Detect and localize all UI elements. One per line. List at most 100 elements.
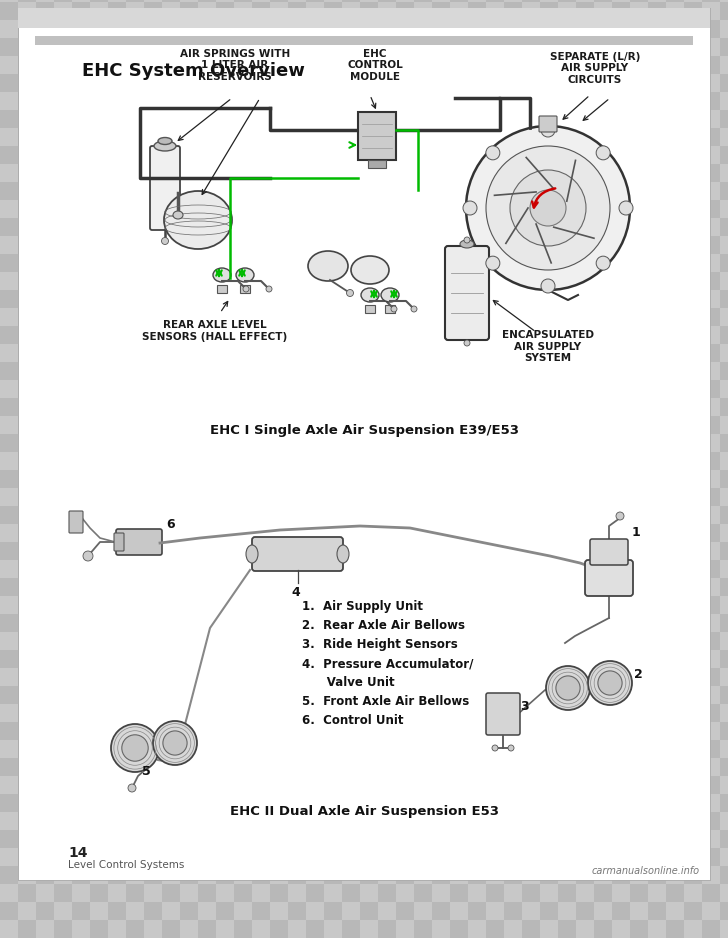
Bar	[306, 704, 324, 722]
Bar	[90, 344, 108, 362]
Bar	[72, 506, 90, 524]
Bar	[324, 722, 342, 740]
Bar	[252, 0, 270, 2]
Bar	[612, 866, 630, 884]
Bar	[576, 110, 594, 128]
Bar	[486, 578, 504, 596]
Bar	[612, 398, 630, 416]
Bar	[342, 524, 360, 542]
Bar	[0, 200, 18, 218]
Bar	[576, 452, 594, 470]
Bar	[270, 326, 288, 344]
Bar	[396, 398, 414, 416]
Bar	[144, 704, 162, 722]
Bar	[198, 362, 216, 380]
Bar	[54, 668, 72, 686]
Bar	[666, 740, 684, 758]
Bar	[288, 74, 306, 92]
Bar	[324, 470, 342, 488]
Bar	[270, 398, 288, 416]
Bar	[702, 722, 720, 740]
Bar	[540, 902, 558, 920]
Bar	[378, 902, 396, 920]
Bar	[576, 362, 594, 380]
Bar	[522, 704, 540, 722]
Bar	[180, 0, 198, 2]
Bar	[432, 344, 450, 362]
Circle shape	[598, 671, 622, 695]
Bar	[126, 434, 144, 452]
Bar	[630, 506, 648, 524]
Bar	[288, 56, 306, 74]
Bar	[414, 380, 432, 398]
Bar	[630, 920, 648, 938]
Bar	[450, 128, 468, 146]
Bar	[540, 164, 558, 182]
Bar	[522, 524, 540, 542]
Bar	[720, 452, 728, 470]
Bar	[180, 146, 198, 164]
Bar	[288, 740, 306, 758]
Bar	[414, 308, 432, 326]
Text: 2.  Rear Axle Air Bellows: 2. Rear Axle Air Bellows	[302, 619, 465, 632]
Bar	[468, 488, 486, 506]
Bar	[414, 344, 432, 362]
Bar	[360, 776, 378, 794]
Bar	[630, 596, 648, 614]
Bar	[558, 740, 576, 758]
Bar	[540, 398, 558, 416]
Bar	[108, 668, 126, 686]
Bar	[198, 902, 216, 920]
Bar	[54, 38, 72, 56]
Bar	[198, 146, 216, 164]
Bar	[648, 0, 666, 2]
Bar	[306, 452, 324, 470]
Bar	[180, 128, 198, 146]
Bar	[576, 308, 594, 326]
Bar	[288, 362, 306, 380]
Bar	[594, 506, 612, 524]
Bar	[234, 380, 252, 398]
Bar	[306, 416, 324, 434]
Bar	[594, 92, 612, 110]
Bar	[342, 884, 360, 902]
Bar	[108, 866, 126, 884]
Bar	[630, 740, 648, 758]
Bar	[630, 812, 648, 830]
Bar	[180, 326, 198, 344]
Bar	[216, 218, 234, 236]
Bar	[18, 2, 36, 20]
Bar	[252, 416, 270, 434]
Bar	[360, 56, 378, 74]
Bar	[18, 884, 36, 902]
Bar	[108, 20, 126, 38]
Bar	[468, 254, 486, 272]
Bar	[702, 578, 720, 596]
Bar	[90, 596, 108, 614]
Bar	[270, 110, 288, 128]
Bar	[666, 776, 684, 794]
Bar	[486, 0, 504, 2]
Bar	[36, 650, 54, 668]
Bar	[198, 20, 216, 38]
Bar	[396, 92, 414, 110]
Bar	[0, 560, 18, 578]
Bar	[180, 506, 198, 524]
Bar	[162, 254, 180, 272]
Bar	[288, 866, 306, 884]
Bar	[180, 362, 198, 380]
Bar	[288, 902, 306, 920]
Bar	[198, 344, 216, 362]
Bar	[252, 848, 270, 866]
Bar	[720, 704, 728, 722]
Circle shape	[266, 286, 272, 292]
Bar	[234, 92, 252, 110]
Bar	[630, 380, 648, 398]
Bar	[252, 650, 270, 668]
Bar	[432, 668, 450, 686]
Bar	[288, 506, 306, 524]
Bar	[72, 722, 90, 740]
Bar	[558, 830, 576, 848]
Bar	[126, 2, 144, 20]
Bar	[450, 884, 468, 902]
